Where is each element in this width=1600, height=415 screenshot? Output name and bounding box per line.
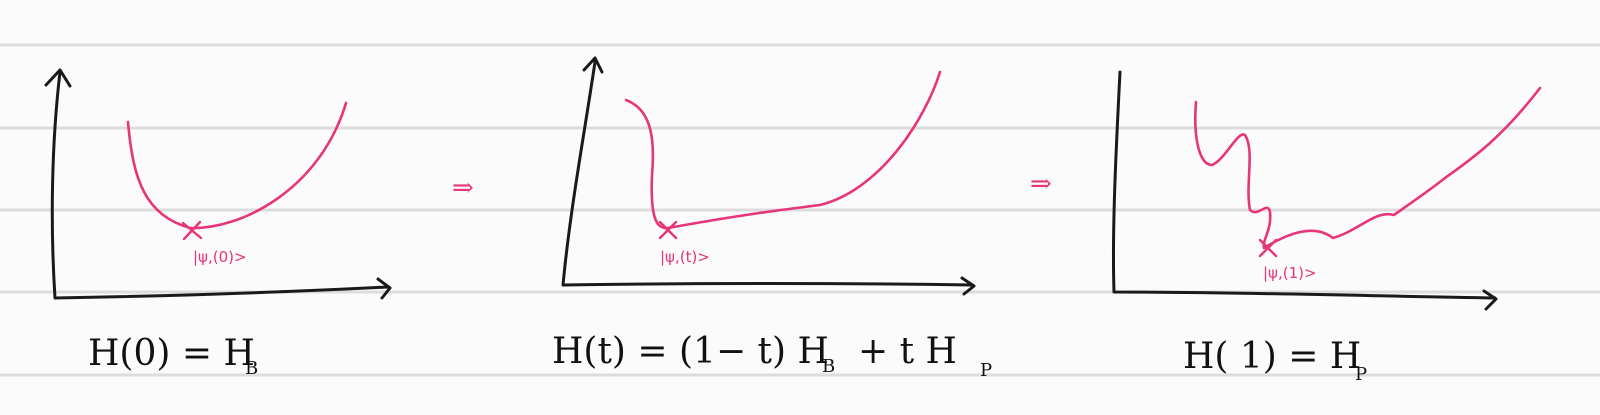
panel-1-state-marker bbox=[181, 220, 203, 241]
panel-2-equation-subscript: B bbox=[822, 356, 835, 377]
panel-2-equation-subscript-2: P bbox=[980, 360, 992, 381]
panel-3-state-marker bbox=[1258, 238, 1278, 258]
transition-arrow-2: ⇒ bbox=[1030, 169, 1052, 199]
panel-3-state-label: |ψ,(1)> bbox=[1263, 264, 1317, 282]
transition-arrow-1: ⇒ bbox=[452, 173, 474, 203]
panel-3-equation: H( 1) = H bbox=[1183, 336, 1361, 377]
panel-2-axes bbox=[561, 56, 976, 296]
panel-3: |ψ,(1)> H( 1) = H P bbox=[1111, 70, 1542, 385]
panel-2-equation: H(t) = (1− t) H bbox=[552, 331, 829, 372]
panel-3-axes bbox=[1111, 70, 1498, 311]
panel-3-equation-subscript: P bbox=[1355, 364, 1367, 385]
panel-1-state-label: |ψ,(0)> bbox=[193, 248, 247, 266]
panel-1-energy-curve bbox=[126, 101, 348, 230]
panel-1-axes bbox=[44, 68, 392, 300]
panel-2-state-label: |ψ,(t)> bbox=[660, 248, 710, 266]
panel-2-energy-curve bbox=[624, 70, 942, 230]
panel-2-equation-rest: + t H bbox=[858, 331, 957, 372]
panel-1: |ψ,(0)> H(0) = H B bbox=[44, 68, 392, 379]
panel-2-state-marker bbox=[658, 220, 678, 240]
panel-2: |ψ,(t)> H(t) = (1− t) H B + t H P bbox=[552, 56, 992, 381]
ruled-lines bbox=[0, 43, 1600, 377]
panel-1-equation-subscript: B bbox=[245, 358, 258, 379]
panel-3-energy-curve bbox=[1194, 86, 1542, 250]
panel-1-equation: H(0) = H bbox=[88, 333, 255, 374]
